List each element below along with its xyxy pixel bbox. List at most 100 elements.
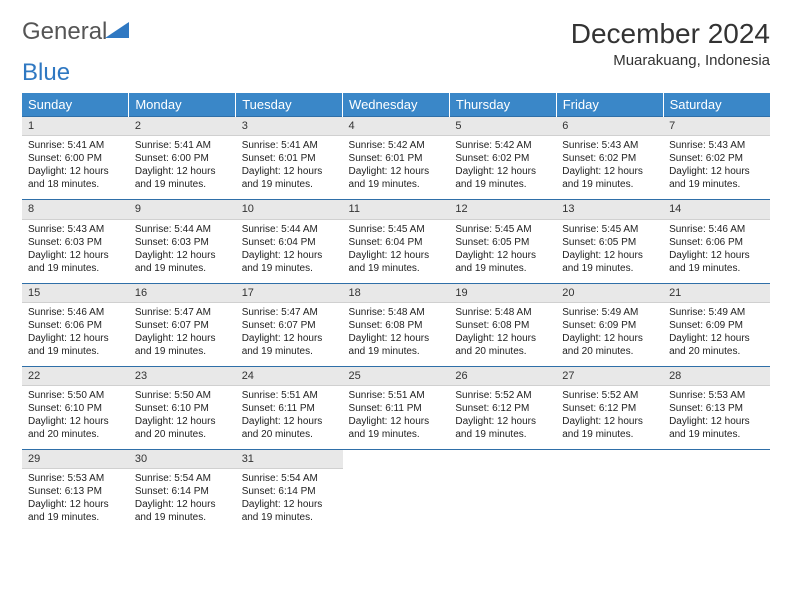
sunrise-line: Sunrise: 5:54 AM bbox=[135, 472, 230, 485]
daylight-line: Daylight: 12 hours and 19 minutes. bbox=[349, 332, 444, 358]
sunset-line: Sunset: 6:12 PM bbox=[455, 402, 550, 415]
week-content-row: Sunrise: 5:50 AMSunset: 6:10 PMDaylight:… bbox=[22, 386, 770, 450]
day-content-cell: Sunrise: 5:53 AMSunset: 6:13 PMDaylight:… bbox=[22, 469, 129, 533]
sunrise-line: Sunrise: 5:41 AM bbox=[135, 139, 230, 152]
sunrise-line: Sunrise: 5:53 AM bbox=[28, 472, 123, 485]
day-number-cell: 1 bbox=[22, 117, 129, 136]
day-header-row: SundayMondayTuesdayWednesdayThursdayFrid… bbox=[22, 93, 770, 117]
day-content-cell bbox=[449, 469, 556, 533]
logo-triangle-icon bbox=[105, 20, 131, 40]
day-content-cell: Sunrise: 5:44 AMSunset: 6:04 PMDaylight:… bbox=[236, 219, 343, 283]
day-number-cell: 3 bbox=[236, 117, 343, 136]
day-number-cell: 25 bbox=[343, 366, 450, 385]
day-content-cell: Sunrise: 5:47 AMSunset: 6:07 PMDaylight:… bbox=[236, 302, 343, 366]
sunset-line: Sunset: 6:07 PM bbox=[135, 319, 230, 332]
day-content-cell: Sunrise: 5:45 AMSunset: 6:04 PMDaylight:… bbox=[343, 219, 450, 283]
sunset-line: Sunset: 6:14 PM bbox=[242, 485, 337, 498]
sunrise-line: Sunrise: 5:53 AM bbox=[669, 389, 764, 402]
day-header: Saturday bbox=[663, 93, 770, 117]
sunrise-line: Sunrise: 5:49 AM bbox=[562, 306, 657, 319]
day-number-cell: 10 bbox=[236, 200, 343, 219]
sunset-line: Sunset: 6:12 PM bbox=[562, 402, 657, 415]
day-content-cell: Sunrise: 5:49 AMSunset: 6:09 PMDaylight:… bbox=[663, 302, 770, 366]
daylight-line: Daylight: 12 hours and 19 minutes. bbox=[242, 332, 337, 358]
day-content-cell: Sunrise: 5:43 AMSunset: 6:03 PMDaylight:… bbox=[22, 219, 129, 283]
sunset-line: Sunset: 6:04 PM bbox=[242, 236, 337, 249]
day-number-cell: 17 bbox=[236, 283, 343, 302]
day-number-cell: 2 bbox=[129, 117, 236, 136]
day-content-cell: Sunrise: 5:54 AMSunset: 6:14 PMDaylight:… bbox=[129, 469, 236, 533]
daylight-line: Daylight: 12 hours and 19 minutes. bbox=[242, 165, 337, 191]
sunrise-line: Sunrise: 5:43 AM bbox=[562, 139, 657, 152]
daylight-line: Daylight: 12 hours and 18 minutes. bbox=[28, 165, 123, 191]
day-content-cell: Sunrise: 5:54 AMSunset: 6:14 PMDaylight:… bbox=[236, 469, 343, 533]
daylight-line: Daylight: 12 hours and 19 minutes. bbox=[28, 249, 123, 275]
week-daynum-row: 891011121314 bbox=[22, 200, 770, 219]
day-number-cell: 6 bbox=[556, 117, 663, 136]
sunrise-line: Sunrise: 5:52 AM bbox=[562, 389, 657, 402]
daylight-line: Daylight: 12 hours and 19 minutes. bbox=[455, 415, 550, 441]
day-content-cell: Sunrise: 5:43 AMSunset: 6:02 PMDaylight:… bbox=[556, 136, 663, 200]
day-content-cell: Sunrise: 5:46 AMSunset: 6:06 PMDaylight:… bbox=[22, 302, 129, 366]
day-number-cell: 7 bbox=[663, 117, 770, 136]
day-number-cell: 20 bbox=[556, 283, 663, 302]
day-number-cell: 9 bbox=[129, 200, 236, 219]
day-number-cell: 15 bbox=[22, 283, 129, 302]
day-header: Tuesday bbox=[236, 93, 343, 117]
day-number-cell: 18 bbox=[343, 283, 450, 302]
daylight-line: Daylight: 12 hours and 20 minutes. bbox=[669, 332, 764, 358]
day-number-cell bbox=[663, 450, 770, 469]
sunrise-line: Sunrise: 5:41 AM bbox=[242, 139, 337, 152]
daylight-line: Daylight: 12 hours and 19 minutes. bbox=[562, 415, 657, 441]
day-content-cell: Sunrise: 5:51 AMSunset: 6:11 PMDaylight:… bbox=[343, 386, 450, 450]
daylight-line: Daylight: 12 hours and 20 minutes. bbox=[135, 415, 230, 441]
sunset-line: Sunset: 6:06 PM bbox=[28, 319, 123, 332]
daylight-line: Daylight: 12 hours and 19 minutes. bbox=[455, 165, 550, 191]
sunset-line: Sunset: 6:06 PM bbox=[669, 236, 764, 249]
day-number-cell: 28 bbox=[663, 366, 770, 385]
day-number-cell: 23 bbox=[129, 366, 236, 385]
sunset-line: Sunset: 6:03 PM bbox=[28, 236, 123, 249]
day-content-cell bbox=[663, 469, 770, 533]
week-content-row: Sunrise: 5:46 AMSunset: 6:06 PMDaylight:… bbox=[22, 302, 770, 366]
day-content-cell: Sunrise: 5:52 AMSunset: 6:12 PMDaylight:… bbox=[556, 386, 663, 450]
daylight-line: Daylight: 12 hours and 19 minutes. bbox=[135, 249, 230, 275]
sunrise-line: Sunrise: 5:41 AM bbox=[28, 139, 123, 152]
day-content-cell: Sunrise: 5:50 AMSunset: 6:10 PMDaylight:… bbox=[129, 386, 236, 450]
day-content-cell: Sunrise: 5:41 AMSunset: 6:00 PMDaylight:… bbox=[22, 136, 129, 200]
day-number-cell: 4 bbox=[343, 117, 450, 136]
day-content-cell: Sunrise: 5:45 AMSunset: 6:05 PMDaylight:… bbox=[556, 219, 663, 283]
daylight-line: Daylight: 12 hours and 19 minutes. bbox=[28, 332, 123, 358]
sunset-line: Sunset: 6:13 PM bbox=[669, 402, 764, 415]
sunset-line: Sunset: 6:00 PM bbox=[28, 152, 123, 165]
day-content-cell: Sunrise: 5:49 AMSunset: 6:09 PMDaylight:… bbox=[556, 302, 663, 366]
daylight-line: Daylight: 12 hours and 19 minutes. bbox=[349, 415, 444, 441]
daylight-line: Daylight: 12 hours and 19 minutes. bbox=[349, 165, 444, 191]
sunset-line: Sunset: 6:02 PM bbox=[669, 152, 764, 165]
week-daynum-row: 22232425262728 bbox=[22, 366, 770, 385]
sunset-line: Sunset: 6:11 PM bbox=[242, 402, 337, 415]
sunset-line: Sunset: 6:10 PM bbox=[135, 402, 230, 415]
logo: General bbox=[22, 18, 131, 46]
sunset-line: Sunset: 6:05 PM bbox=[562, 236, 657, 249]
day-content-cell: Sunrise: 5:44 AMSunset: 6:03 PMDaylight:… bbox=[129, 219, 236, 283]
sunset-line: Sunset: 6:08 PM bbox=[349, 319, 444, 332]
sunrise-line: Sunrise: 5:45 AM bbox=[562, 223, 657, 236]
sunrise-line: Sunrise: 5:48 AM bbox=[349, 306, 444, 319]
day-content-cell: Sunrise: 5:53 AMSunset: 6:13 PMDaylight:… bbox=[663, 386, 770, 450]
sunset-line: Sunset: 6:10 PM bbox=[28, 402, 123, 415]
sunrise-line: Sunrise: 5:54 AM bbox=[242, 472, 337, 485]
daylight-line: Daylight: 12 hours and 19 minutes. bbox=[562, 249, 657, 275]
sunrise-line: Sunrise: 5:42 AM bbox=[349, 139, 444, 152]
daylight-line: Daylight: 12 hours and 20 minutes. bbox=[242, 415, 337, 441]
week-content-row: Sunrise: 5:43 AMSunset: 6:03 PMDaylight:… bbox=[22, 219, 770, 283]
day-content-cell: Sunrise: 5:48 AMSunset: 6:08 PMDaylight:… bbox=[449, 302, 556, 366]
day-number-cell: 8 bbox=[22, 200, 129, 219]
day-content-cell: Sunrise: 5:47 AMSunset: 6:07 PMDaylight:… bbox=[129, 302, 236, 366]
day-content-cell bbox=[343, 469, 450, 533]
sunset-line: Sunset: 6:14 PM bbox=[135, 485, 230, 498]
sunrise-line: Sunrise: 5:52 AM bbox=[455, 389, 550, 402]
sunrise-line: Sunrise: 5:48 AM bbox=[455, 306, 550, 319]
sunset-line: Sunset: 6:01 PM bbox=[242, 152, 337, 165]
sunrise-line: Sunrise: 5:51 AM bbox=[349, 389, 444, 402]
